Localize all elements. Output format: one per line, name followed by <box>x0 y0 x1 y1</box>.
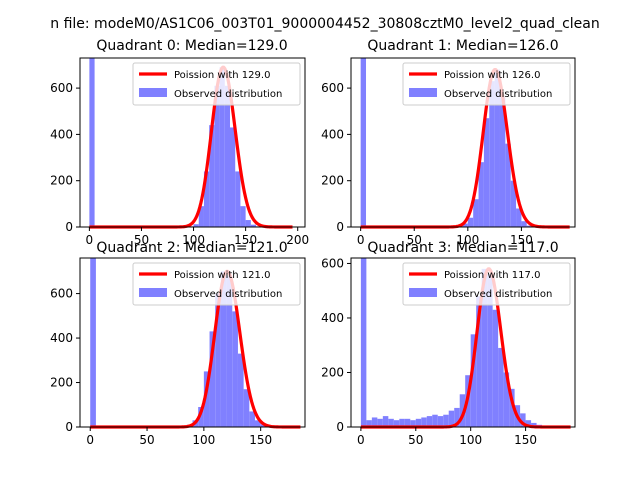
quadrant-3-panel: 0 50 100 150 0 200 400 600 Poission with 117.0 O… <box>321 256 575 447</box>
legend-observed-label: Observed distribution <box>174 289 282 300</box>
y-tick-label: 400 <box>50 331 73 345</box>
y-tick-label: 0 <box>65 220 73 234</box>
x-tick-label: 50 <box>408 433 423 447</box>
y-tick-label: 0 <box>336 420 344 434</box>
histogram-bar <box>90 258 96 427</box>
legend-observed-label: Observed distribution <box>174 89 282 100</box>
y-tick-label: 200 <box>321 365 344 379</box>
histogram-bar <box>432 415 437 427</box>
histogram-bar <box>498 348 503 427</box>
y-tick-label: 600 <box>321 256 344 270</box>
histogram-bar <box>235 171 240 227</box>
quadrant-3-title: Quadrant 3: Median=117.0 <box>367 240 558 256</box>
histogram-bar <box>89 58 94 227</box>
histogram-bar <box>493 310 498 427</box>
x-tick-label: 100 <box>192 433 215 447</box>
histogram-bar <box>484 118 489 227</box>
histogram-bar <box>383 416 388 427</box>
histogram-bar <box>438 416 443 427</box>
histogram-bar <box>361 58 366 227</box>
legend-observed-swatch <box>409 288 437 297</box>
x-tick-label: 0 <box>357 233 365 247</box>
histogram-bar <box>427 416 432 427</box>
histogram-bar <box>240 206 245 227</box>
legend-observed-label: Observed distribution <box>444 289 552 300</box>
histogram-bar <box>238 354 244 427</box>
y-tick-label: 200 <box>50 376 73 390</box>
quadrant-1-title: Quadrant 1: Median=126.0 <box>367 38 558 54</box>
x-tick-label: 200 <box>286 233 309 247</box>
legend-observed-swatch <box>139 88 167 97</box>
y-tick-label: 400 <box>50 127 73 141</box>
y-tick-label: 600 <box>321 81 344 95</box>
legend-observed-swatch <box>409 88 437 97</box>
x-tick-label: 0 <box>86 233 94 247</box>
histogram-bar <box>443 415 448 427</box>
quadrant-0-title: Quadrant 0: Median=129.0 <box>96 38 287 54</box>
histogram-bar <box>468 218 473 227</box>
histogram-bar <box>232 311 238 427</box>
histogram-bar <box>361 258 366 427</box>
histogram-bar <box>246 220 251 227</box>
histogram-bar <box>225 86 230 227</box>
quadrant-2-panel: 0 50 100 150 0 200 400 600 Poission with 121.0 O… <box>50 258 305 447</box>
legend-poisson-label: Poission with 121.0 <box>174 270 270 281</box>
x-tick-label: 150 <box>249 433 272 447</box>
x-tick-label: 100 <box>459 433 482 447</box>
y-tick-label: 200 <box>50 174 73 188</box>
y-tick-label: 400 <box>321 127 344 141</box>
figure-title: n file: modeM0/AS1C06_003T01_9000004452_… <box>50 16 599 32</box>
legend-poisson-label: Poission with 126.0 <box>444 70 540 81</box>
y-tick-label: 0 <box>336 220 344 234</box>
histogram-bar <box>230 127 235 227</box>
y-tick-label: 0 <box>65 420 73 434</box>
quadrant-2-title: Quadrant 2: Median=121.0 <box>96 240 287 256</box>
x-tick-label: 150 <box>514 433 537 447</box>
y-tick-label: 600 <box>50 287 73 301</box>
y-tick-label: 600 <box>50 81 73 95</box>
legend-observed-swatch <box>139 288 167 297</box>
legend-poisson-label: Poission with 117.0 <box>444 270 540 281</box>
y-tick-label: 200 <box>321 174 344 188</box>
legend-observed-label: Observed distribution <box>444 89 552 100</box>
x-tick-label: 0 <box>357 433 365 447</box>
legend-poisson-label: Poission with 129.0 <box>174 70 270 81</box>
y-tick-label: 400 <box>321 311 344 325</box>
x-tick-label: 50 <box>139 433 154 447</box>
x-tick-label: 0 <box>86 433 94 447</box>
